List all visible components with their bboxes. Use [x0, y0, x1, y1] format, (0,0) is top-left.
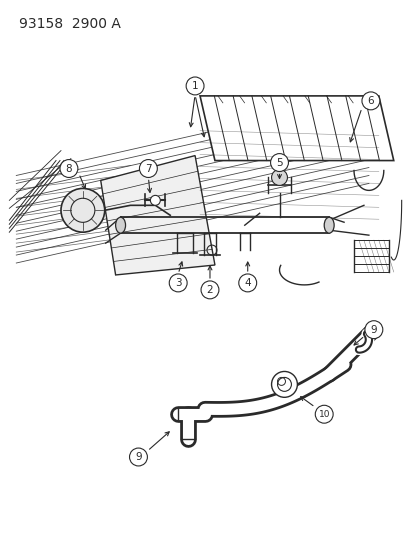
Text: 2: 2	[206, 285, 213, 295]
Circle shape	[139, 159, 157, 177]
Circle shape	[201, 281, 218, 299]
Text: 3: 3	[174, 278, 181, 288]
Circle shape	[186, 77, 204, 95]
Circle shape	[315, 405, 332, 423]
Polygon shape	[100, 156, 214, 275]
Circle shape	[238, 274, 256, 292]
Text: 1: 1	[191, 81, 198, 91]
Circle shape	[61, 188, 104, 232]
Text: 7: 7	[145, 164, 151, 174]
Polygon shape	[199, 96, 393, 160]
Circle shape	[271, 169, 287, 185]
Text: 9: 9	[135, 452, 141, 462]
Text: 6: 6	[367, 96, 373, 106]
Circle shape	[364, 321, 382, 338]
Circle shape	[150, 196, 160, 205]
Circle shape	[129, 448, 147, 466]
Circle shape	[270, 154, 288, 172]
Text: 93158  2900 A: 93158 2900 A	[19, 17, 121, 31]
Text: 8: 8	[66, 164, 72, 174]
Circle shape	[271, 372, 297, 397]
Ellipse shape	[323, 217, 333, 233]
Text: 10: 10	[318, 410, 329, 419]
Text: 5: 5	[275, 158, 282, 167]
Circle shape	[361, 92, 379, 110]
Text: 9: 9	[370, 325, 376, 335]
Circle shape	[169, 274, 187, 292]
Text: 4: 4	[244, 278, 250, 288]
Ellipse shape	[115, 217, 125, 233]
Circle shape	[60, 159, 78, 177]
